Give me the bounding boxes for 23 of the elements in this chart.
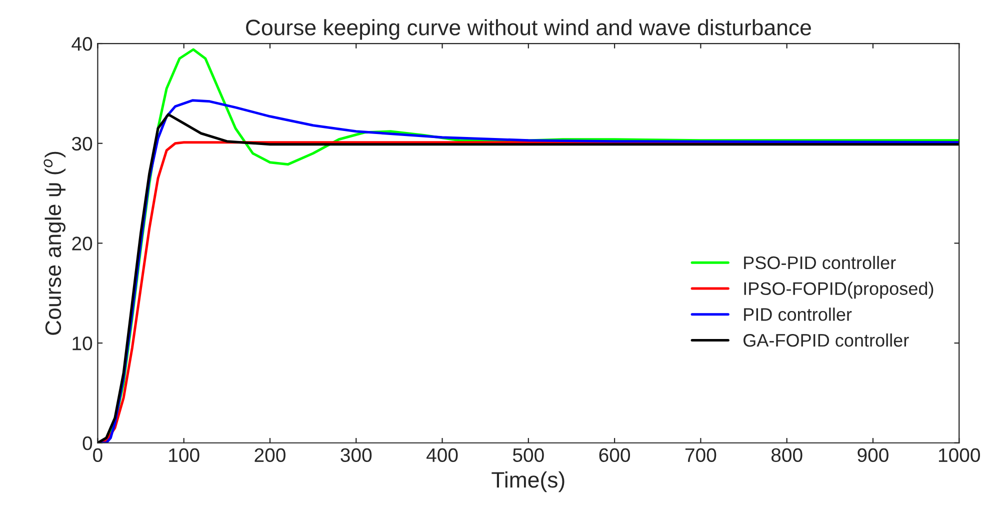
x-tick-label: 300: [340, 448, 372, 462]
x-tick-label: 500: [512, 448, 544, 462]
chart-title: Course keeping curve without wind and wave disturbance: [246, 19, 811, 40]
x-tick-label: 1000: [938, 448, 980, 462]
y-tick-label: 0: [82, 436, 92, 450]
y-tick-label: 10: [72, 336, 92, 350]
y-tick-label: 40: [72, 36, 92, 51]
legend-label: GA-FOPID controller: [744, 333, 909, 347]
x-tick-label: 100: [169, 448, 200, 462]
y-axis-title: Course angle ψ ($^{o}$): [44, 152, 66, 335]
y-tick-label: 30: [72, 136, 92, 151]
legend-label: PID controller: [744, 308, 852, 321]
x-axis-title: Time(s): [492, 471, 564, 492]
x-tick-label: 700: [685, 448, 716, 462]
x-tick-label: 900: [858, 448, 888, 462]
x-tick-label: 200: [254, 448, 286, 462]
y-tick-label: 20: [72, 236, 92, 250]
x-tick-label: 0: [93, 448, 102, 462]
legend-label: IPSO-FOPID(proposed): [744, 282, 934, 299]
x-tick-label: 800: [771, 448, 802, 462]
x-tick-label: 400: [426, 448, 458, 462]
x-tick-label: 600: [599, 448, 630, 462]
legend-label: PSO-PID controller: [744, 256, 896, 270]
